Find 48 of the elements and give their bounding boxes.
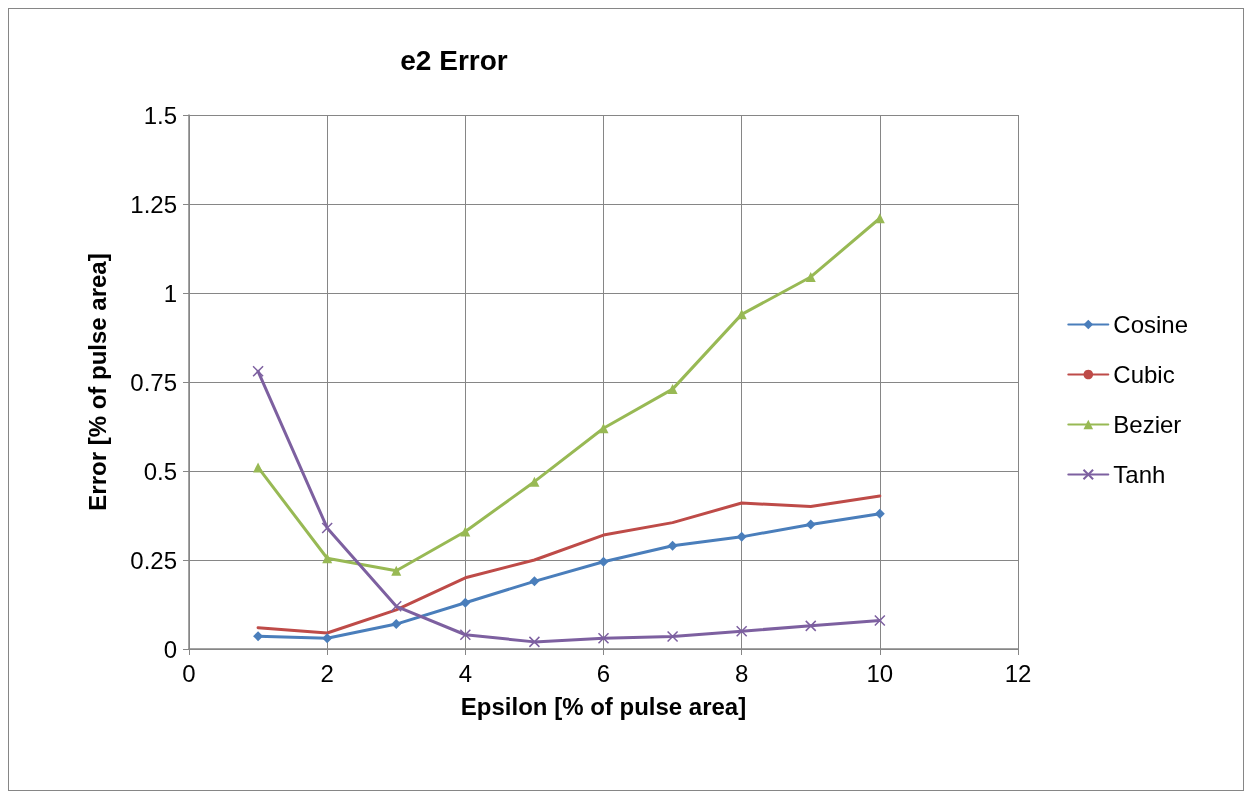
point bbox=[736, 531, 747, 542]
chart-title: e2 Error bbox=[400, 44, 508, 76]
point bbox=[735, 625, 748, 637]
point bbox=[874, 614, 886, 627]
y-tick-label: 1.25 bbox=[130, 190, 177, 218]
x-tick-label: 2 bbox=[320, 659, 334, 687]
point bbox=[667, 540, 678, 551]
x-tick-label: 10 bbox=[866, 659, 894, 687]
point bbox=[597, 632, 610, 645]
point bbox=[805, 271, 816, 282]
legend-label: Cubic bbox=[1113, 361, 1175, 388]
point bbox=[460, 526, 471, 537]
point bbox=[322, 553, 333, 564]
y-tick-label: 0.25 bbox=[130, 546, 177, 574]
y-tick-label: 1 bbox=[163, 279, 177, 307]
x-tick-label: 12 bbox=[1004, 659, 1032, 687]
point bbox=[390, 600, 402, 613]
point bbox=[598, 423, 609, 434]
point bbox=[529, 576, 540, 587]
point bbox=[598, 556, 609, 567]
y-tick-label: 0.75 bbox=[130, 368, 177, 396]
legend-label: Bezier bbox=[1113, 411, 1182, 438]
point bbox=[322, 633, 333, 644]
y-tick-label: 1.5 bbox=[143, 101, 177, 129]
point bbox=[321, 522, 333, 534]
x-tick-label: 8 bbox=[734, 659, 749, 687]
point bbox=[529, 476, 540, 487]
x-tick-label: 6 bbox=[596, 659, 611, 687]
point bbox=[805, 519, 816, 530]
point bbox=[391, 619, 402, 630]
point bbox=[528, 636, 541, 648]
y-axis-title: Error [% of pulse area] bbox=[83, 253, 111, 511]
point bbox=[252, 365, 264, 378]
x-axis-title: Epsilon [% of pulse area] bbox=[460, 692, 747, 720]
legend-label: Cosine bbox=[1113, 311, 1189, 338]
point bbox=[805, 620, 817, 632]
point bbox=[391, 565, 402, 576]
point bbox=[667, 384, 678, 395]
point bbox=[666, 630, 679, 643]
y-tick-label: 0 bbox=[163, 635, 177, 663]
y-tick-label: 0.5 bbox=[143, 457, 177, 485]
point bbox=[460, 597, 471, 608]
point bbox=[874, 508, 885, 519]
point bbox=[459, 629, 472, 641]
legend-label: Tanh bbox=[1113, 461, 1166, 488]
x-tick-label: 4 bbox=[458, 659, 473, 687]
point bbox=[253, 462, 264, 473]
x-tick-label: 0 bbox=[182, 659, 196, 687]
